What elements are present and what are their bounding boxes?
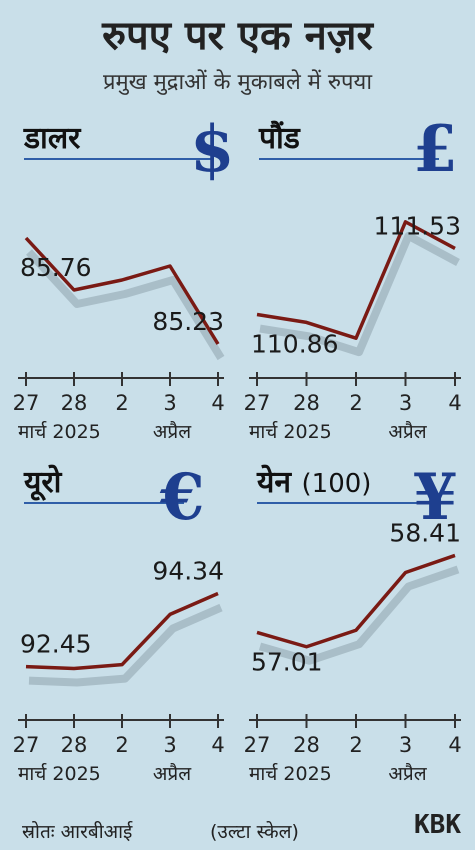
currency-name: येन (100) — [257, 465, 372, 500]
month-label: अप्रैल — [153, 762, 192, 785]
month-label: मार्च 2025 — [18, 420, 101, 443]
euro-icon: € — [160, 460, 205, 535]
x-tick-label: 27 — [13, 391, 40, 415]
page-title: रुपए पर एक नज़र — [102, 13, 373, 59]
chart-panel-pound: पौंड £ 27 28 2 3 4 मार्च 2025 अप्रैल 110.86 111.… — [237, 112, 474, 457]
line-chart-pound: 27 28 2 3 4 मार्च 2025 अप्रैल 110.86 111.53 — [244, 211, 462, 443]
title-rule — [24, 502, 184, 504]
x-tick-label: 4 — [448, 733, 461, 757]
currency-note: (100) — [301, 469, 372, 499]
x-tick-label: 4 — [211, 391, 224, 415]
x-tick-label: 2 — [115, 733, 128, 757]
x-tick-label: 2 — [349, 733, 362, 757]
line-chart-dollar: 27 28 2 3 4 मार्च 2025 अप्रैल 85.76 85.23 — [13, 236, 225, 443]
data-label: 85.76 — [20, 253, 92, 282]
series-line — [25, 591, 219, 671]
data-label: 110.86 — [251, 330, 338, 359]
currency-name: डालर — [24, 121, 81, 156]
series-shadow — [258, 565, 460, 665]
month-label: अप्रैल — [153, 420, 192, 443]
currency-name: यूरो — [24, 465, 62, 500]
series-line — [256, 220, 456, 340]
kbk-logo: KBK — [414, 810, 461, 840]
dollar-icon: $ — [190, 112, 235, 187]
x-tick-label: 3 — [163, 391, 176, 415]
x-tick-label: 4 — [211, 733, 224, 757]
series-shadow — [259, 231, 460, 357]
pound-icon: £ — [413, 112, 458, 187]
x-tick-label: 4 — [448, 391, 461, 415]
line-chart-euro: 27 28 2 3 4 मार्च 2025 अप्रैल 92.45 94.34 — [13, 557, 225, 785]
title-rule — [24, 158, 212, 160]
month-label: मार्च 2025 — [18, 762, 101, 785]
data-label: 85.23 — [152, 307, 224, 336]
month-label: मार्च 2025 — [249, 420, 332, 443]
series-shadow — [28, 603, 223, 687]
data-label: 57.01 — [251, 647, 323, 676]
series-line — [24, 236, 220, 345]
month-label: अप्रैल — [388, 762, 427, 785]
month-label: मार्च 2025 — [249, 762, 332, 785]
data-label: 94.34 — [152, 557, 224, 586]
chart-panel-euro: यूरो € 27 28 2 3 4 मार्च 2025 अप्रैल 92.45 94.34 — [0, 458, 237, 803]
title-rule — [259, 158, 439, 160]
scale-note: (उल्टा स्केल) — [210, 821, 299, 843]
x-tick-label: 28 — [293, 391, 320, 415]
yen-icon: ¥ — [413, 460, 458, 535]
title-rule — [257, 502, 427, 504]
x-tick-label: 3 — [163, 733, 176, 757]
page-subtitle: प्रमुख मुद्राओं के मुकाबले में रुपया — [102, 70, 373, 95]
x-tick-label: 2 — [115, 391, 128, 415]
data-label: 111.53 — [374, 211, 461, 240]
x-tick-label: 27 — [13, 733, 40, 757]
series-line — [256, 553, 456, 649]
chart-panel-dollar: डालर $ 27 28 2 3 4 मार्च 2025 अप्रैल 85.76 85.23 — [0, 112, 237, 457]
month-label: अप्रैल — [388, 420, 427, 443]
line-chart-yen: 27 28 2 3 4 मार्च 2025 अप्रैल 57.01 58.41 — [244, 518, 462, 785]
x-tick-label: 28 — [293, 733, 320, 757]
x-tick-label: 3 — [399, 391, 412, 415]
x-tick-label: 28 — [61, 733, 88, 757]
x-tick-label: 2 — [349, 391, 362, 415]
x-tick-label: 27 — [244, 391, 271, 415]
source-label: स्रोतः आरबीआई — [22, 821, 133, 843]
chart-panel-yen: येन (100) ¥ 27 28 2 3 4 मार्च 2025 अप्रैल 57.01… — [237, 458, 474, 803]
x-tick-label: 3 — [399, 733, 412, 757]
data-label: 92.45 — [20, 630, 92, 659]
x-tick-label: 28 — [61, 391, 88, 415]
series-shadow — [26, 249, 225, 361]
currency-name: पौंड — [259, 121, 300, 156]
x-tick-label: 27 — [244, 733, 271, 757]
data-label: 58.41 — [389, 518, 461, 547]
